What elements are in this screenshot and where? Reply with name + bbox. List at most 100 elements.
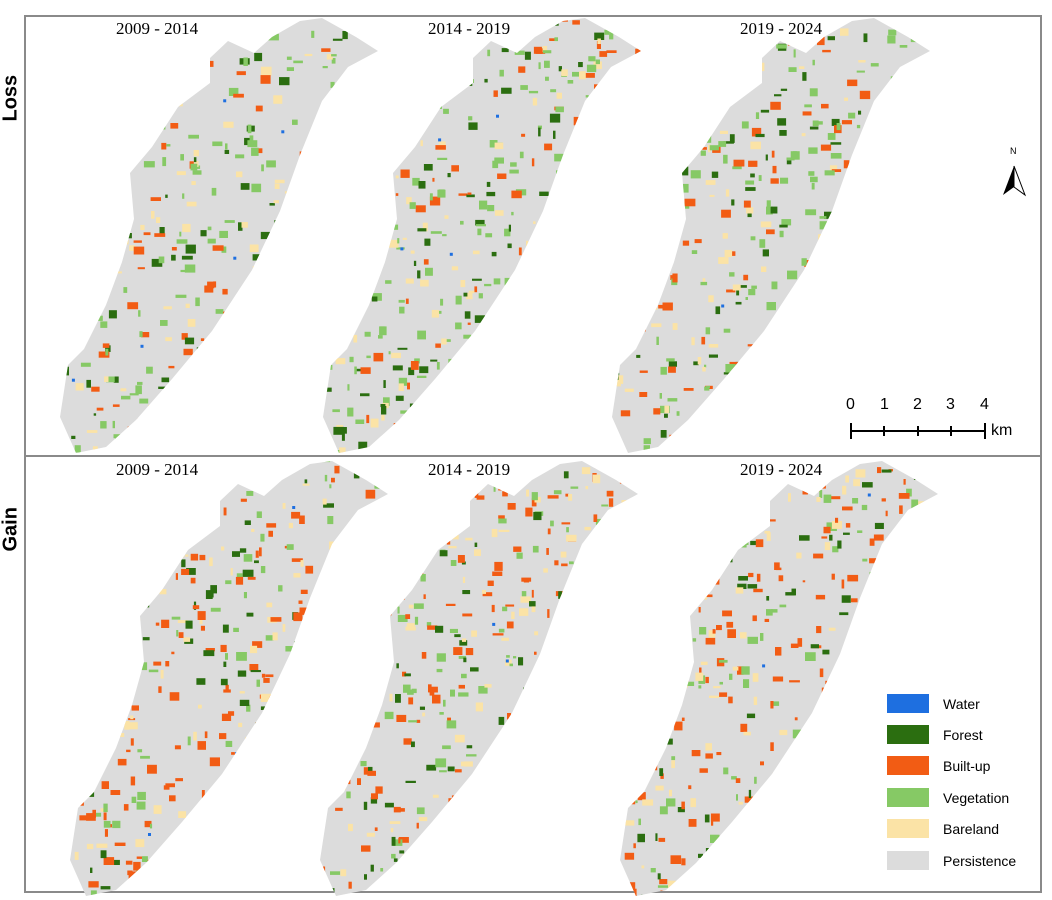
change-patch bbox=[916, 473, 924, 481]
change-patch bbox=[719, 411, 731, 415]
change-patch bbox=[814, 340, 819, 348]
change-patch bbox=[305, 647, 308, 652]
change-patch bbox=[787, 774, 796, 782]
change-patch bbox=[367, 27, 371, 35]
change-patch bbox=[493, 31, 498, 40]
change-patch bbox=[627, 718, 636, 722]
change-patch bbox=[783, 425, 787, 433]
change-patch bbox=[856, 124, 861, 129]
change-patch bbox=[826, 522, 837, 531]
change-patch bbox=[290, 671, 293, 677]
change-patch bbox=[914, 132, 919, 137]
change-patch bbox=[597, 183, 604, 187]
change-patch bbox=[429, 859, 437, 866]
change-patch bbox=[93, 160, 102, 166]
change-patch bbox=[286, 422, 297, 425]
change-patch bbox=[745, 187, 756, 191]
change-patch bbox=[485, 329, 496, 335]
change-patch bbox=[422, 222, 428, 232]
change-patch bbox=[439, 770, 447, 773]
change-patch bbox=[63, 112, 71, 118]
change-patch bbox=[337, 578, 345, 584]
change-patch bbox=[113, 184, 118, 192]
change-patch bbox=[657, 885, 669, 888]
change-patch bbox=[911, 529, 918, 537]
change-patch bbox=[235, 576, 244, 585]
change-patch bbox=[759, 239, 766, 248]
change-patch bbox=[181, 333, 188, 340]
change-patch bbox=[751, 127, 762, 137]
change-patch bbox=[71, 335, 76, 340]
change-patch bbox=[527, 464, 531, 472]
change-patch bbox=[600, 843, 610, 849]
change-patch bbox=[322, 152, 325, 155]
change-patch bbox=[474, 315, 486, 323]
change-patch bbox=[567, 80, 574, 84]
change-patch bbox=[284, 421, 295, 426]
change-patch bbox=[147, 764, 157, 774]
change-patch bbox=[770, 206, 778, 214]
change-patch bbox=[758, 510, 761, 514]
change-patch bbox=[355, 594, 362, 601]
change-patch bbox=[593, 61, 602, 70]
change-patch bbox=[196, 455, 199, 459]
change-patch bbox=[357, 244, 360, 247]
change-patch bbox=[439, 712, 444, 715]
change-patch bbox=[389, 821, 401, 824]
change-patch bbox=[743, 679, 750, 688]
change-patch bbox=[818, 317, 829, 324]
change-patch bbox=[191, 181, 196, 185]
change-patch bbox=[401, 893, 413, 896]
change-patch bbox=[537, 863, 548, 870]
change-patch bbox=[261, 164, 264, 172]
change-patch bbox=[265, 674, 274, 678]
change-patch bbox=[560, 551, 567, 558]
change-patch bbox=[664, 413, 668, 418]
change-patch bbox=[643, 445, 650, 453]
change-patch bbox=[907, 666, 914, 673]
change-patch bbox=[117, 592, 123, 600]
change-patch bbox=[500, 344, 505, 347]
change-patch bbox=[702, 366, 706, 372]
change-patch bbox=[639, 66, 649, 73]
change-patch bbox=[575, 634, 586, 638]
change-patch bbox=[361, 22, 364, 28]
change-patch bbox=[641, 865, 645, 869]
change-patch bbox=[709, 695, 720, 698]
change-patch bbox=[362, 583, 373, 592]
change-patch bbox=[602, 243, 610, 248]
change-patch bbox=[731, 506, 741, 512]
change-patch bbox=[779, 130, 787, 136]
change-patch bbox=[462, 576, 466, 583]
change-patch bbox=[731, 79, 741, 85]
change-patch bbox=[278, 264, 283, 270]
change-patch bbox=[349, 461, 355, 466]
change-patch bbox=[735, 37, 740, 45]
change-patch bbox=[69, 193, 79, 199]
change-patch bbox=[437, 478, 443, 483]
legend-label-forest: Forest bbox=[943, 726, 983, 743]
change-patch bbox=[640, 713, 651, 716]
change-patch bbox=[641, 605, 650, 613]
change-patch bbox=[658, 545, 661, 553]
change-patch bbox=[423, 164, 433, 171]
change-patch bbox=[458, 692, 469, 697]
change-patch bbox=[631, 782, 638, 786]
change-patch bbox=[910, 619, 916, 626]
change-patch bbox=[455, 87, 459, 92]
scale-tick-0: 0 bbox=[846, 396, 855, 413]
change-patch bbox=[749, 520, 756, 529]
change-patch bbox=[112, 420, 115, 429]
change-patch bbox=[266, 293, 276, 302]
change-patch bbox=[358, 682, 368, 687]
change-patch bbox=[109, 70, 118, 79]
change-patch bbox=[629, 768, 638, 777]
change-patch bbox=[471, 630, 477, 637]
change-patch bbox=[685, 681, 688, 688]
water-patch bbox=[438, 138, 442, 142]
change-patch bbox=[348, 263, 356, 272]
change-patch bbox=[579, 600, 584, 607]
change-patch bbox=[545, 251, 555, 255]
change-patch bbox=[320, 866, 326, 872]
change-patch bbox=[222, 288, 228, 295]
